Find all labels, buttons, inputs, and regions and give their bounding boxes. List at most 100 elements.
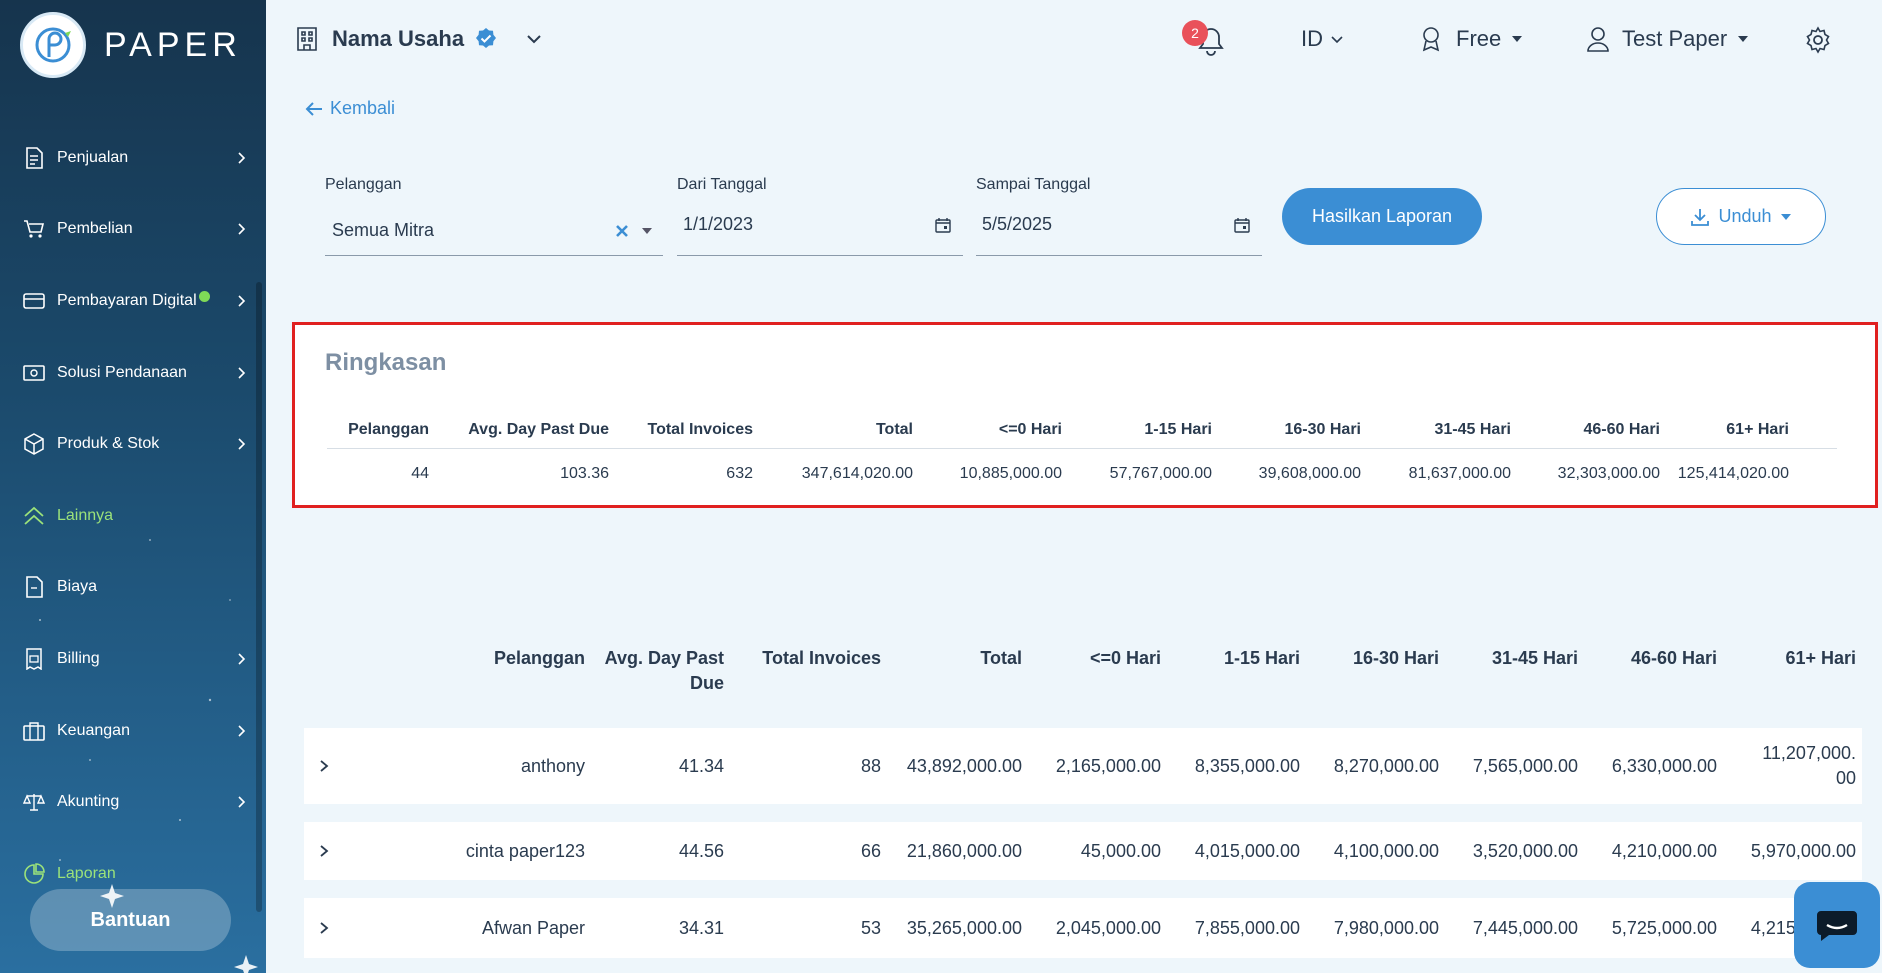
paper-logo-icon bbox=[20, 12, 86, 78]
table-row[interactable]: cinta paper123 44.56 66 21,860,000.00 45… bbox=[304, 822, 1862, 880]
clear-icon[interactable] bbox=[615, 224, 629, 238]
app-logo[interactable]: PAPER bbox=[20, 12, 242, 78]
customer-select-value: Semua Mitra bbox=[332, 220, 435, 240]
download-icon bbox=[1691, 208, 1710, 226]
summary-value-cell: 44 bbox=[411, 465, 429, 482]
notification-badge: 2 bbox=[1182, 20, 1208, 46]
box-icon bbox=[22, 432, 46, 456]
summary-table: Pelanggan Avg. Day Past Due Total Invoic… bbox=[327, 409, 1837, 501]
arrow-left-icon bbox=[305, 101, 322, 116]
chevron-right-icon bbox=[238, 438, 246, 450]
chevrons-up-icon bbox=[22, 504, 46, 528]
business-selector[interactable]: Nama Usaha bbox=[296, 26, 542, 52]
download-button[interactable]: Unduh bbox=[1656, 188, 1826, 245]
business-name: Nama Usaha bbox=[332, 26, 465, 51]
document-icon bbox=[22, 146, 46, 170]
sidebar-item-lainnya[interactable]: Lainnya bbox=[0, 480, 266, 552]
summary-header-cell: Pelanggan bbox=[348, 421, 429, 438]
user-name: Test Paper bbox=[1622, 26, 1728, 51]
scale-icon bbox=[22, 790, 46, 814]
summary-header-cell: 31-45 Hari bbox=[1434, 421, 1512, 438]
customer-select[interactable]: Semua Mitra bbox=[325, 206, 663, 256]
from-date-input[interactable]: 1/1/2023 bbox=[677, 206, 963, 256]
summary-panel: Ringkasan Pelanggan Avg. Day Past Due To… bbox=[292, 322, 1878, 508]
summary-value-cell: 32,303,000.00 bbox=[1557, 465, 1660, 482]
calendar-icon[interactable] bbox=[1234, 217, 1250, 233]
chevron-right-icon bbox=[238, 724, 246, 737]
chevron-right-icon bbox=[238, 367, 246, 379]
sidebar-item-pembayaran-digital[interactable]: Pembayaran Digital bbox=[0, 265, 266, 337]
notifications-button[interactable]: 2 bbox=[1182, 20, 1226, 56]
sidebar-item-laporan[interactable]: Laporan bbox=[0, 838, 266, 910]
detail-header-cell: Total bbox=[980, 648, 1022, 668]
cart-icon bbox=[22, 217, 46, 241]
language-selector[interactable]: ID bbox=[1301, 26, 1343, 52]
chat-widget-button[interactable] bbox=[1794, 882, 1880, 968]
caret-down-icon bbox=[1512, 36, 1523, 42]
sidebar-item-billing[interactable]: Billing bbox=[0, 623, 266, 695]
summary-value-cell: 39,608,000.00 bbox=[1258, 465, 1361, 482]
summary-value-cell: 632 bbox=[726, 465, 753, 482]
from-date-label: Dari Tanggal bbox=[677, 176, 767, 193]
sidebar-item-solusi-pendanaan[interactable]: Solusi Pendanaan bbox=[0, 337, 266, 409]
gear-icon bbox=[1806, 26, 1830, 54]
briefcase-icon bbox=[22, 719, 46, 743]
sidebar-item-pembelian[interactable]: Pembelian bbox=[0, 194, 266, 266]
sidebar-item-biaya[interactable]: Biaya bbox=[0, 552, 266, 624]
language-label: ID bbox=[1301, 26, 1323, 51]
summary-header-cell: 1-15 Hari bbox=[1144, 421, 1212, 438]
detail-header-cell: 1-15 Hari bbox=[1223, 648, 1300, 668]
verified-badge-icon bbox=[476, 28, 497, 48]
summary-value-cell: 10,885,000.00 bbox=[959, 465, 1062, 482]
summary-header-cell: Avg. Day Past Due bbox=[468, 421, 609, 438]
expand-row-icon[interactable] bbox=[304, 921, 344, 935]
sidebar-item-produk-stok[interactable]: Produk & Stok bbox=[0, 408, 266, 480]
caret-down-icon bbox=[1780, 213, 1791, 220]
detail-header-cell: 31-45 Hari bbox=[1491, 648, 1578, 668]
chevron-right-icon bbox=[238, 295, 246, 307]
summary-header-row: Pelanggan Avg. Day Past Due Total Invoic… bbox=[327, 409, 1837, 449]
expand-row-icon[interactable] bbox=[304, 759, 344, 773]
user-menu[interactable]: Test Paper bbox=[1586, 26, 1749, 52]
expand-row-icon[interactable] bbox=[304, 844, 344, 858]
store-icon bbox=[297, 27, 317, 51]
sidebar-nav: Penjualan Pembelian Pembayaran Digital S… bbox=[0, 122, 266, 910]
detail-header-cell: Pelanggan bbox=[493, 648, 585, 668]
plan-selector[interactable]: Free bbox=[1420, 26, 1523, 52]
sidebar-item-keuangan[interactable]: Keuangan bbox=[0, 695, 266, 767]
money-icon bbox=[22, 361, 46, 385]
generate-report-button[interactable]: Hasilkan Laporan bbox=[1282, 188, 1482, 245]
summary-header-cell: 61+ Hari bbox=[1726, 421, 1789, 438]
to-date-value: 5/5/2025 bbox=[982, 214, 1053, 234]
to-date-input[interactable]: 5/5/2025 bbox=[976, 206, 1262, 256]
table-row[interactable]: Afwan Paper 34.31 53 35,265,000.00 2,045… bbox=[304, 898, 1862, 958]
detail-table-header: Pelanggan Avg. Day Past Due Total Invoic… bbox=[304, 646, 1862, 696]
calendar-icon[interactable] bbox=[935, 217, 951, 233]
user-icon bbox=[1587, 27, 1609, 52]
customer-filter-label: Pelanggan bbox=[325, 176, 402, 193]
chevron-right-icon bbox=[238, 796, 246, 808]
summary-value-cell: 103.36 bbox=[560, 465, 609, 482]
summary-header-cell: 16-30 Hari bbox=[1284, 421, 1362, 438]
sidebar-item-akunting[interactable]: Akunting bbox=[0, 766, 266, 838]
summary-value-cell: 81,637,000.00 bbox=[1408, 465, 1511, 482]
sidebar-item-penjualan[interactable]: Penjualan bbox=[0, 122, 266, 194]
summary-values-row: 44 103.36 632 347,614,020.00 10,885,000.… bbox=[327, 449, 1837, 501]
detail-header-cell: Total Invoices bbox=[762, 648, 881, 668]
back-link[interactable]: Kembali bbox=[304, 98, 395, 119]
new-indicator-dot bbox=[199, 291, 210, 303]
caret-down-icon[interactable] bbox=[641, 227, 653, 235]
detail-header-cell: Avg. Day Past Due bbox=[604, 648, 724, 693]
help-button[interactable]: Bantuan bbox=[30, 889, 231, 951]
table-row[interactable]: anthony 41.34 88 43,892,000.00 2,165,000… bbox=[304, 728, 1862, 804]
summary-header-cell: 46-60 Hari bbox=[1583, 421, 1661, 438]
detail-header-cell: 61+ Hari bbox=[1785, 648, 1856, 668]
award-icon bbox=[1422, 27, 1440, 52]
sidebar-scrollbar[interactable] bbox=[256, 282, 262, 912]
summary-value-cell: 347,614,020.00 bbox=[801, 465, 913, 482]
billing-icon bbox=[22, 647, 46, 671]
chat-icon bbox=[1817, 911, 1857, 941]
chevron-right-icon bbox=[238, 653, 246, 665]
detail-header-cell: 46-60 Hari bbox=[1630, 648, 1717, 668]
settings-button[interactable] bbox=[1804, 26, 1832, 54]
